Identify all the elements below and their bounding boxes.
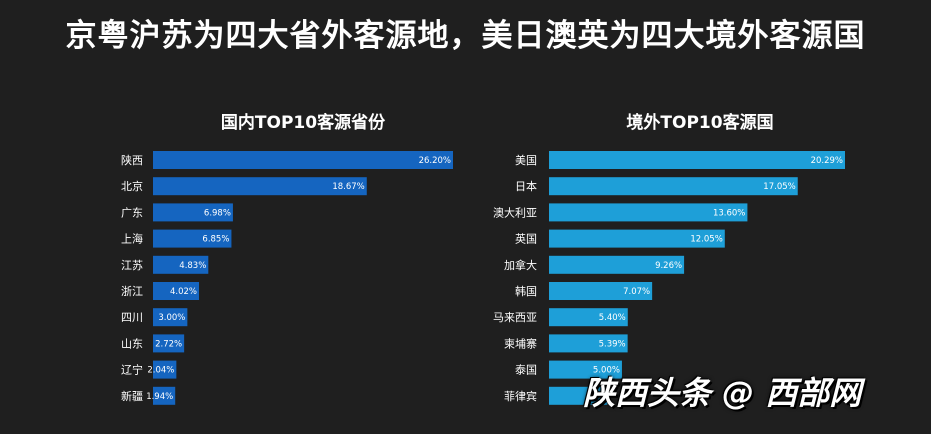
overseas-category-label: 泰国	[515, 363, 537, 377]
overseas-bar	[549, 151, 845, 169]
domestic-bar	[153, 151, 453, 169]
domestic-bar	[153, 334, 185, 353]
domestic-category-label: 四川	[121, 311, 143, 324]
overseas-value-label: 5.00%	[593, 366, 620, 376]
overseas-bar	[549, 229, 725, 248]
domestic-value-label: 18.67%	[332, 182, 364, 192]
domestic-value-label: 6.85%	[202, 235, 229, 245]
domestic-value-label: 1.94%	[146, 392, 173, 402]
overseas-bar	[549, 203, 748, 222]
domestic-value-label: 2.72%	[155, 339, 182, 349]
domestic-category-label: 新疆	[121, 389, 143, 403]
domestic-value-label: 4.83%	[179, 261, 206, 271]
overseas-bar	[549, 386, 608, 405]
overseas-category-label: 菲律宾	[504, 389, 537, 403]
overseas-value-label: 13.60%	[713, 208, 745, 218]
overseas-bar	[549, 308, 628, 327]
overseas-value-label: 20.29%	[811, 156, 843, 166]
overseas-category-label: 马来西亚	[493, 311, 537, 324]
overseas-chart: 境外TOP10客源国 美国 20.29% 日本 17.05% 澳大利亚 13.60% 英国 1…	[493, 112, 845, 405]
domestic-bar	[153, 360, 177, 379]
domestic-bar	[153, 229, 232, 248]
domestic-category-label: 浙江	[121, 285, 143, 298]
overseas-bar	[549, 334, 628, 353]
overseas-category-label: 日本	[515, 179, 537, 193]
overseas-category-label: 加拿大	[504, 258, 537, 272]
domestic-chart-title: 国内TOP10客源省份	[221, 112, 386, 133]
overseas-value-label: 17.05%	[763, 182, 795, 192]
domestic-bar	[153, 255, 209, 274]
overseas-category-label: 柬埔寨	[504, 336, 537, 350]
overseas-category-label: 澳大利亚	[493, 205, 537, 219]
overseas-category-label: 美国	[515, 154, 537, 167]
domestic-bar	[153, 282, 200, 300]
overseas-value-label: 12.05%	[690, 235, 722, 245]
domestic-bar	[153, 308, 188, 327]
domestic-category-label: 陕西	[121, 153, 143, 167]
domestic-category-label: 江苏	[121, 259, 143, 272]
domestic-bar	[153, 386, 176, 405]
overseas-value-label: 5.40%	[599, 313, 626, 323]
domestic-value-label: 4.02%	[170, 287, 197, 297]
overseas-value-label: 9.26%	[655, 261, 682, 271]
domestic-value-label: 2.04%	[147, 366, 174, 376]
domestic-bar	[153, 177, 367, 196]
domestic-category-label: 广东	[121, 206, 143, 219]
overseas-bar	[549, 282, 653, 300]
overseas-bar	[549, 177, 798, 196]
domestic-category-label: 山东	[121, 337, 143, 350]
domestic-category-label: 北京	[121, 179, 143, 193]
overseas-category-label: 韩国	[515, 284, 537, 298]
overseas-value-label: 7.07%	[623, 287, 650, 297]
domestic-value-label: 26.20%	[419, 156, 451, 166]
domestic-value-label: 6.98%	[204, 208, 231, 218]
overseas-chart-title: 境外TOP10客源国	[626, 112, 773, 133]
page-headline: 京粤沪苏为四大省外客源地，美日澳英为四大境外客源国	[65, 18, 866, 54]
overseas-value-label: 5.39%	[599, 339, 626, 349]
domestic-category-label: 上海	[121, 232, 143, 246]
watermark-logo: 陕西头条 @ 西部网	[583, 374, 862, 412]
domestic-chart: 国内TOP10客源省份 陕西 26.20% 北京 18.67% 广东 6.98% 上海 6.8…	[121, 112, 453, 405]
overseas-bar	[549, 360, 622, 379]
overseas-category-label: 英国	[515, 232, 537, 246]
domestic-bar	[153, 203, 233, 222]
domestic-value-label: 3.00%	[158, 313, 185, 323]
domestic-category-label: 辽宁	[121, 363, 143, 377]
overseas-bar	[549, 255, 685, 274]
